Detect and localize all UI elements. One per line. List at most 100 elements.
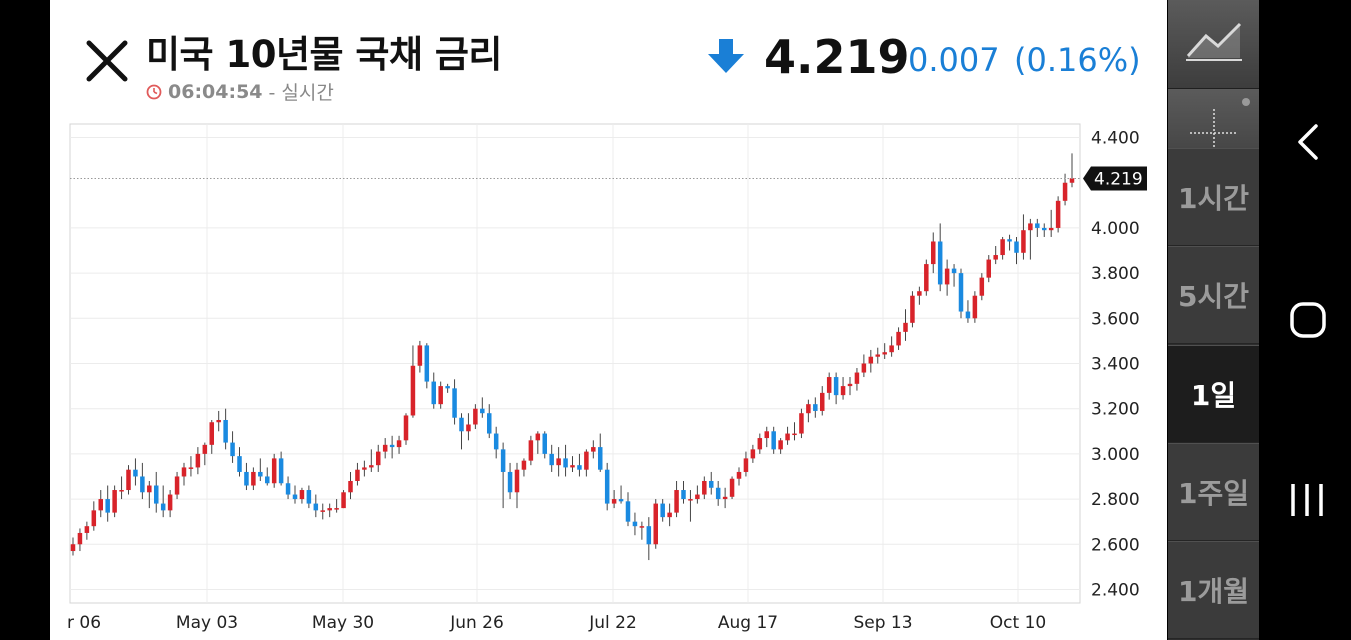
candle-up [535,433,541,441]
x-tick-label: Oct 10 [990,613,1046,633]
candle-up [889,345,894,353]
candle-down [646,526,652,545]
price-change: 0.007 [908,41,1000,79]
timeframe-button[interactable]: 5시간 [1168,246,1259,344]
candle-up [743,458,749,472]
candlestick-chart[interactable]: 4.400 4.000 3.800 3.600 3.400 3.200 3.000 2.800… [50,120,1167,640]
candle-down [604,469,610,504]
candle-up [1055,200,1061,228]
candle-up [1069,178,1075,183]
candle-up [271,458,277,484]
candle-up [147,485,152,493]
candle-up [341,492,346,509]
candle-up [91,510,97,527]
y-tick-label: 4.400 [1091,129,1140,149]
candle-up [750,449,756,459]
candle-up [570,465,575,468]
x-tick-label: Jul 22 [588,613,637,633]
candle-down [708,480,714,488]
timeframe-button[interactable]: 1일 [1168,345,1259,443]
candle-up [799,413,804,434]
candle-up [979,277,985,296]
candle-down [452,388,457,418]
candle-up [1028,223,1033,231]
candle-down [480,408,485,414]
candle-up [729,478,735,497]
candle-up [327,508,332,511]
y-tick-label: 3.600 [1091,309,1140,329]
candle-down [1041,227,1047,231]
candle-up [209,422,215,445]
candle-down [153,485,159,504]
candle-up [84,526,90,533]
y-tick-label: 3.200 [1091,400,1140,420]
candle-up [1048,227,1054,231]
candle-down [1035,223,1040,228]
candle-down [285,483,291,495]
candle-up [667,512,672,518]
timeframe-button[interactable]: 1개월 [1168,541,1259,639]
candle-down [958,273,964,312]
candle-down [625,501,631,522]
candle-down [660,503,665,518]
candle-down [237,456,242,472]
candle-up [584,451,589,470]
candle-up [591,447,596,452]
candle-up [944,268,950,285]
candle-up [362,467,367,470]
candle-up [757,438,763,450]
candle-down [833,377,839,396]
home-icon[interactable] [1260,298,1351,342]
clock-icon [146,84,162,99]
candle-down [507,471,513,493]
candle-down [389,444,395,448]
timeframe-button[interactable]: 1시간 [1168,148,1259,246]
candle-up [639,526,645,528]
candle-up [861,363,867,373]
candle-up [819,392,825,411]
candle-up [854,372,860,384]
chart-type-button[interactable] [1168,0,1259,89]
timeframe-button[interactable]: 1주일 [1168,443,1259,541]
candle-down [313,503,319,511]
candle-down [597,447,603,470]
candle-up [806,404,811,414]
candle-up [910,295,915,323]
candle-down [951,268,957,274]
candle-down [965,311,971,319]
candle-up [355,469,360,481]
candle-up [167,494,173,511]
candle-down [715,487,721,500]
candle-up [216,419,221,423]
candle-down [577,465,582,470]
candle-up [417,345,423,366]
candle-down [1014,241,1019,253]
candle-up [410,365,416,416]
candle-down [105,499,110,513]
recents-icon[interactable] [1260,478,1351,522]
x-tick-label: Aug 17 [718,613,778,633]
candle-down [292,494,298,500]
x-tick-label: r 06 [67,613,101,633]
candle-up [882,352,887,355]
y-tick-label: 4.000 [1091,219,1140,239]
candle-up [188,467,194,469]
realtime-label: - 실시간 [268,82,334,104]
back-icon[interactable] [1260,120,1351,164]
candle-down [618,499,624,502]
close-icon[interactable] [86,40,128,82]
candle-down [1007,239,1012,242]
candle-down [140,476,145,493]
candle-up [1000,239,1005,256]
candle-up [320,510,326,512]
candle-up [986,259,992,278]
y-tick-label: 2.600 [1091,535,1140,555]
candle-up [674,490,679,513]
y-tick-label: 2.400 [1091,580,1140,600]
x-tick-label: May 03 [176,613,238,633]
candle-down [160,503,166,511]
candle-up [764,431,770,439]
candle-up [993,255,998,260]
candle-up [792,433,797,436]
candle-up [736,471,742,479]
